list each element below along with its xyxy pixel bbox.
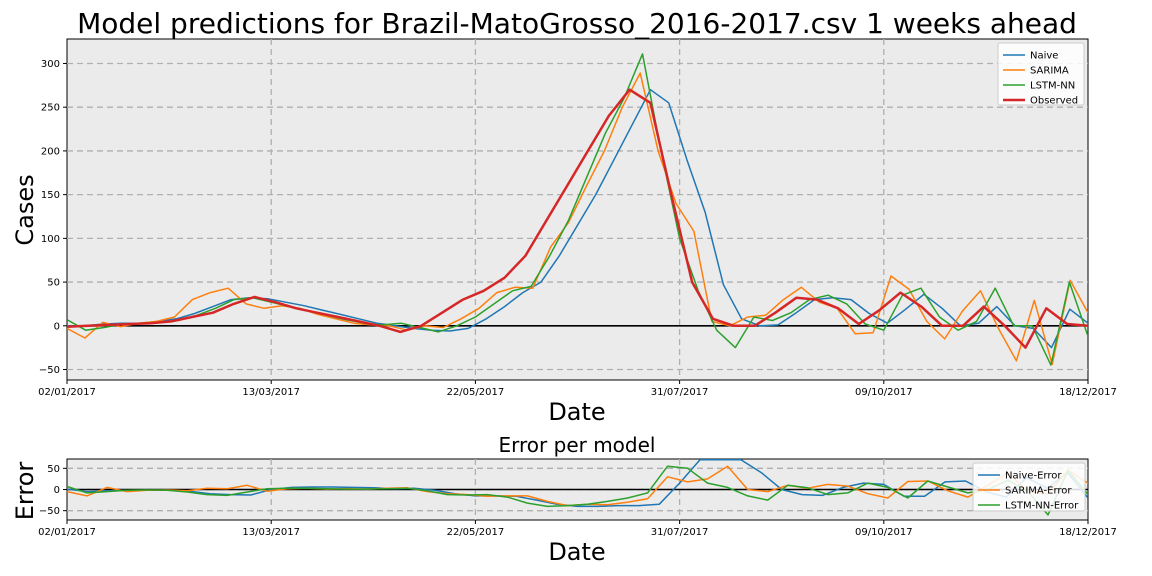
y-tick-label: 0 [54,485,60,496]
y-tick-label: 300 [41,59,60,70]
x-tick-label: 09/10/2017 [855,387,913,398]
top-plot-area [66,38,1089,381]
x-tick-label: 09/10/2017 [855,527,913,538]
series-line-naive-error [67,459,1088,508]
top-ticks: −50 0 50 100 150 200 250 300 02/01/2017 13/03/201… [38,59,1117,398]
legend-label: SARIMA-Error [1005,486,1072,497]
x-tick-label: 02/01/2017 [38,527,96,538]
bottom-series [67,459,1088,516]
legend-label: SARIMA [1030,66,1069,77]
top-series [67,53,1088,366]
x-tick-label: 18/12/2017 [1059,387,1117,398]
bottom-ticks: −50 0 50 02/01/2017 13/03/2017 22/05/2017 31/0… [38,464,1117,538]
bottom-y-axis-label: Error [11,462,39,521]
legend-label: LSTM-NN-Error [1005,501,1079,512]
x-tick-label: 02/01/2017 [38,387,96,398]
x-tick-label: 31/07/2017 [651,387,709,398]
legend-box [997,42,1085,106]
y-tick-label: 150 [41,190,60,201]
top-x-axis-label: Date [548,398,605,426]
bottom-legend: Naive-Error SARIMA-Error LSTM-NN-Error [972,462,1086,512]
top-legend: Naive SARIMA LSTM-NN Observed [997,42,1085,107]
series-line-lstm-nn-error [67,465,1088,516]
top-chart-title: Model predictions for Brazil-MatoGrosso_… [77,7,1077,40]
x-tick-label: 22/05/2017 [447,387,505,398]
legend-label: Naive [1030,51,1058,62]
series-line-observed [67,88,1088,349]
bottom-chart-title: Error per model [499,433,656,457]
x-tick-label: 18/12/2017 [1059,527,1117,538]
legend-label: Observed [1030,96,1078,107]
x-tick-label: 13/03/2017 [242,527,300,538]
y-tick-label: 200 [41,146,60,157]
series-line-lstm-nn [67,53,1088,366]
y-tick-label: 50 [47,464,60,475]
legend-label: LSTM-NN [1030,81,1075,92]
y-tick-label: 100 [41,234,60,245]
legend-label: Naive-Error [1005,471,1062,482]
x-tick-label: 31/07/2017 [651,527,709,538]
legend-box [972,462,1086,512]
y-tick-label: 50 [47,278,60,289]
y-tick-label: 0 [54,321,60,332]
top-y-axis-label: Cases [11,174,39,245]
y-tick-label: −50 [39,506,60,517]
bottom-x-axis-label: Date [548,538,605,566]
y-tick-label: 250 [41,103,60,114]
y-tick-label: −50 [39,365,60,376]
x-tick-label: 13/03/2017 [242,387,300,398]
x-tick-label: 22/05/2017 [447,527,505,538]
